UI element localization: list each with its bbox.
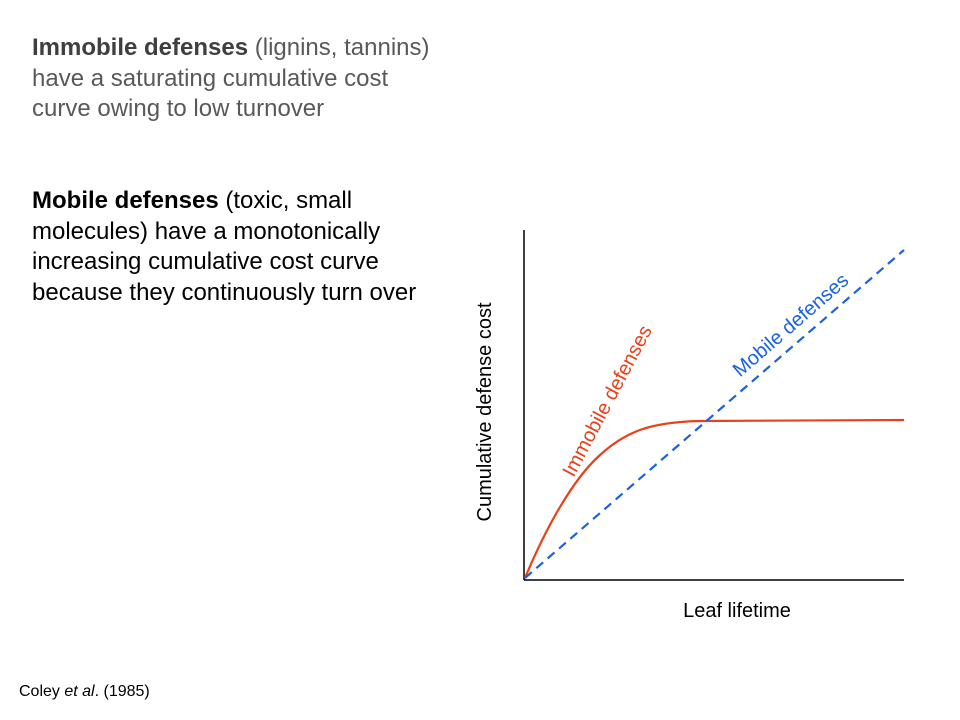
immobile-defenses-curve [523, 418, 905, 579]
mobile-defenses-line [524, 249, 905, 579]
mobile-defenses-body: (toxic, small molecules) have a monotoni… [32, 187, 417, 306]
x-axis-label: Leaf lifetime [683, 600, 791, 622]
immobile-defenses-heading: Immobile defenses [32, 34, 249, 61]
y-axis-label: Cumulative defense cost [474, 302, 496, 521]
immobile-defenses-paragraph: Immobile defenses (lignins, tannins) hav… [32, 33, 432, 125]
citation-etal: et al [64, 683, 95, 700]
citation-year: . (1985) [94, 683, 150, 700]
citation-authors: Coley [19, 683, 65, 700]
immobile-defenses-body: (lignins, tannins) have a saturating cum… [32, 34, 430, 122]
citation: Coley et al. (1985) [19, 683, 150, 701]
mobile-defenses-label: Mobile defenses [729, 269, 853, 381]
immobile-defenses-label: Immobile defenses [559, 322, 657, 481]
mobile-defenses-heading: Mobile defenses [32, 187, 219, 214]
mobile-defenses-paragraph: Mobile defenses (toxic, small molecules)… [32, 186, 432, 308]
